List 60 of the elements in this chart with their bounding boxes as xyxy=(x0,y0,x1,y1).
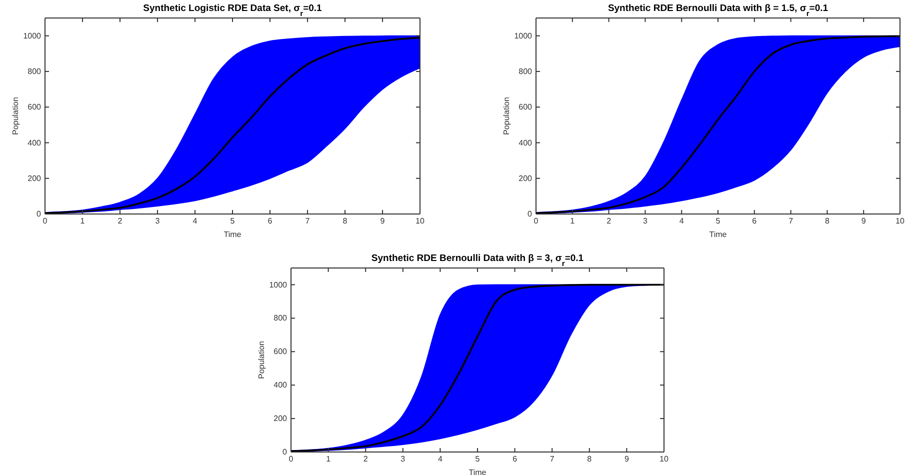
x-tick-label: 0 xyxy=(288,454,294,464)
x-tick-label: 7 xyxy=(788,216,794,226)
chart-title: Synthetic RDE Bernoulli Data with β = 3, σ$_{r}$=0.1 xyxy=(371,253,584,268)
x-tick-label: 4 xyxy=(679,216,684,226)
y-tick-label: 1000 xyxy=(23,31,42,40)
x-tick-label: 9 xyxy=(624,454,630,464)
x-tick-label: 8 xyxy=(587,454,592,464)
x-tick-label: 0 xyxy=(534,216,539,226)
x-tick-label: 4 xyxy=(192,216,198,226)
x-tick-label: 6 xyxy=(752,216,758,226)
x-tick-label: 2 xyxy=(606,216,612,226)
y-tick-label: 800 xyxy=(28,67,42,76)
y-tick-label: 0 xyxy=(528,210,533,219)
y-axis-title: Population xyxy=(11,97,20,135)
x-tick-label: 6 xyxy=(268,216,273,226)
y-tick-label: 0 xyxy=(282,448,288,457)
x-tick-label: 7 xyxy=(550,454,555,464)
x-tick-label: 9 xyxy=(861,216,866,226)
y-tick-label: 800 xyxy=(274,314,288,323)
x-tick-label: 4 xyxy=(438,454,443,464)
y-tick-label: 400 xyxy=(518,138,533,148)
x-tick-label: 3 xyxy=(155,216,160,226)
x-tick-label: 10 xyxy=(660,454,669,464)
y-tick-label: 200 xyxy=(518,174,533,183)
x-tick-label: 8 xyxy=(342,216,348,226)
chart-title: Synthetic Logistic RDE Data Set, σ$_{r}$=0.1 xyxy=(143,3,323,18)
x-tick-label: 2 xyxy=(363,454,368,464)
y-tick-label: 800 xyxy=(518,67,533,76)
x-tick-label: 8 xyxy=(824,216,830,226)
x-tick-label: 5 xyxy=(230,216,236,226)
x-tick-label: 3 xyxy=(400,454,406,464)
y-tick-label: 1000 xyxy=(269,280,288,290)
y-tick-label: 600 xyxy=(518,102,533,112)
y-axis-title: Population xyxy=(257,341,266,379)
y-axis-title: Population xyxy=(502,97,511,135)
x-tick-label: 1 xyxy=(570,216,576,226)
x-tick-label: 7 xyxy=(305,216,310,226)
y-tick-label: 600 xyxy=(28,102,42,112)
x-tick-label: 10 xyxy=(896,216,905,226)
x-tick-label: 2 xyxy=(118,216,123,226)
y-tick-label: 600 xyxy=(274,347,288,356)
y-tick-label: 1000 xyxy=(514,31,533,40)
x-tick-label: 5 xyxy=(475,454,480,464)
x-axis-title: Time xyxy=(709,230,728,239)
x-axis-title: Time xyxy=(224,230,242,239)
x-tick-label: 5 xyxy=(716,216,721,226)
x-tick-label: 6 xyxy=(512,454,518,464)
y-tick-label: 200 xyxy=(274,414,288,424)
chart-title: Synthetic RDE Bernoulli Data with β = 1.5, σ$_{r}$=0.1 xyxy=(608,3,829,18)
x-tick-label: 1 xyxy=(80,216,86,226)
x-tick-label: 3 xyxy=(642,216,648,226)
x-tick-label: 9 xyxy=(380,216,386,226)
x-tick-label: 0 xyxy=(42,216,48,226)
y-tick-label: 400 xyxy=(274,380,288,390)
x-tick-label: 1 xyxy=(326,454,332,464)
y-tick-label: 200 xyxy=(28,174,42,183)
y-tick-label: 0 xyxy=(36,210,42,219)
x-tick-label: 10 xyxy=(416,216,425,226)
y-tick-label: 400 xyxy=(28,138,42,148)
x-axis-title: Time xyxy=(468,468,487,475)
